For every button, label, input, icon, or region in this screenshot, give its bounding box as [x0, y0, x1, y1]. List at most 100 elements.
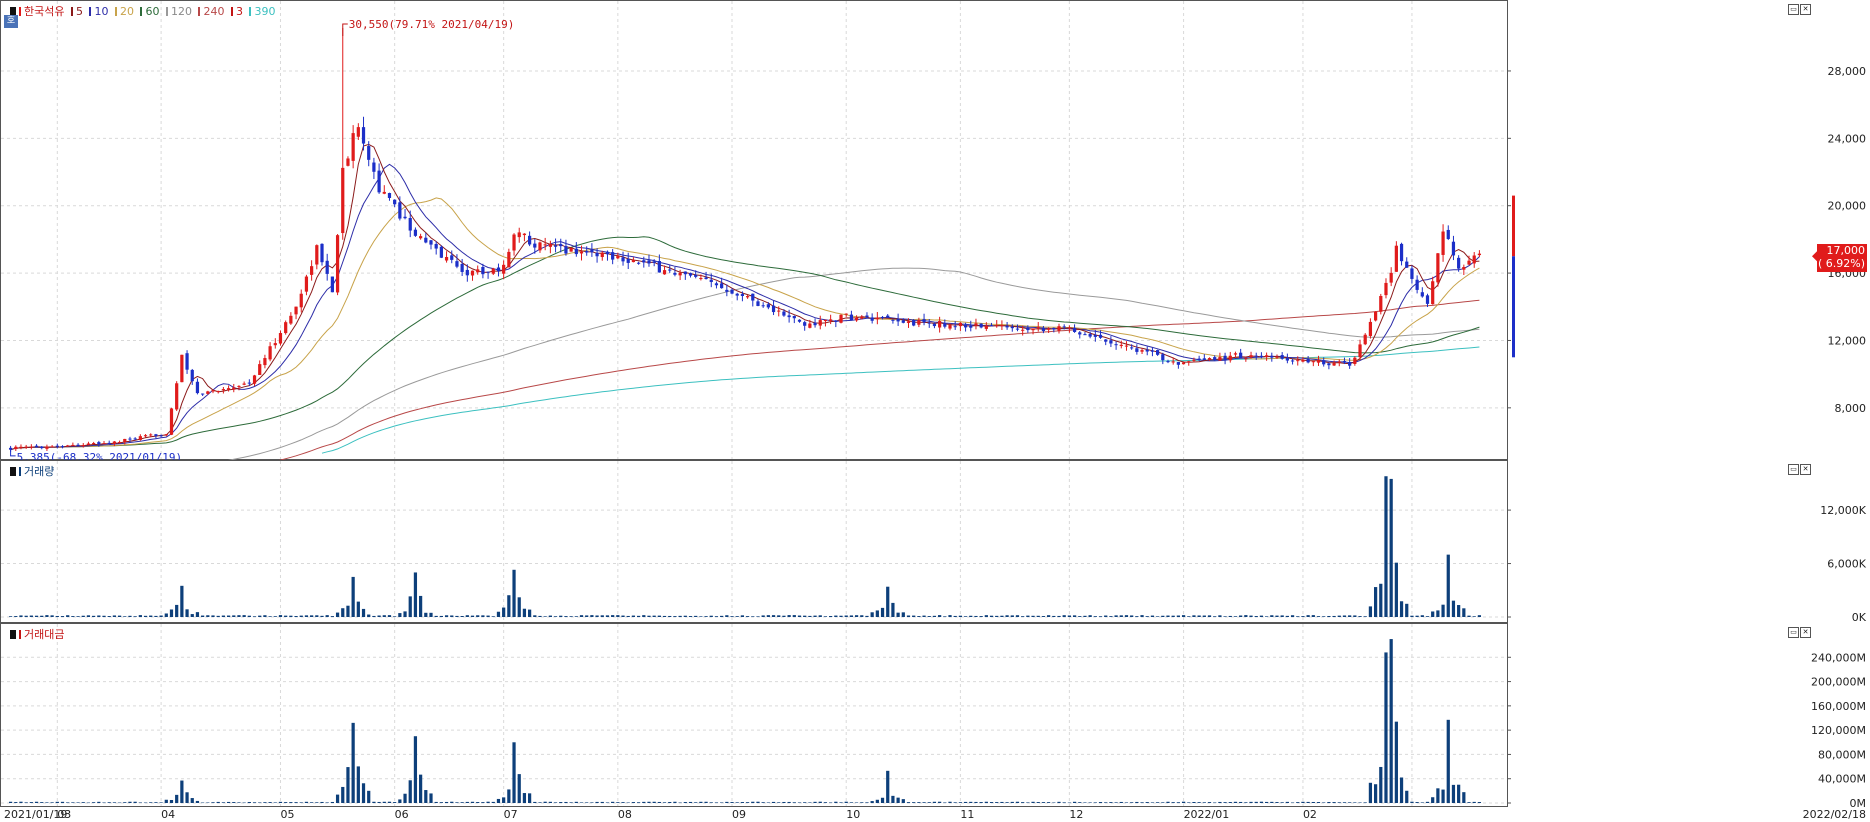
amount-bar — [569, 802, 573, 803]
amount-bar — [611, 801, 615, 803]
price-close-button[interactable]: ✕ — [1800, 4, 1811, 15]
candle-body — [782, 311, 786, 316]
candle-body — [154, 434, 158, 436]
candle-body — [1088, 334, 1092, 337]
candle-body — [1415, 279, 1419, 290]
volume-bar — [273, 616, 277, 617]
candle-body — [502, 264, 506, 274]
candle-body — [761, 305, 765, 307]
amount-bar — [834, 801, 838, 803]
volume-bar — [1015, 615, 1020, 617]
volume-bar — [823, 616, 828, 617]
amount-chart[interactable]: 0M 40,000M 80,000M 120,000M 160,000M 200,000M… — [0, 623, 1870, 807]
amount-tick-label: 200,000M — [1811, 676, 1866, 689]
price-chart[interactable]: 8,00012,00016,00020,00024,00028,00030,55… — [0, 0, 1870, 460]
candle-body — [1337, 361, 1341, 363]
ma390-label: 390 — [254, 5, 276, 18]
amount-bar — [901, 799, 905, 803]
amount-bar — [1036, 802, 1040, 803]
amount-bar — [647, 801, 651, 803]
candle-body — [528, 235, 532, 245]
amount-bar — [102, 802, 106, 804]
volume-bar — [1156, 616, 1160, 617]
candle-body — [995, 325, 999, 327]
volume-bar — [740, 615, 745, 617]
volume-bar — [1047, 615, 1051, 617]
candle-body — [1119, 344, 1123, 346]
amount-bar — [60, 801, 65, 803]
volume-bar — [875, 610, 879, 617]
volume-bar — [979, 616, 983, 617]
candle-body — [1259, 355, 1264, 358]
amount-bar — [1290, 802, 1295, 804]
volume-tick-label: 12,000K — [1820, 504, 1866, 517]
volume-bar — [574, 616, 578, 617]
amount-bar — [226, 801, 231, 803]
candle-body — [813, 322, 817, 326]
amount-bar — [1005, 802, 1009, 803]
candle-body — [829, 319, 833, 321]
candle-body — [117, 442, 122, 444]
candle-body — [1373, 311, 1378, 321]
amount-bar — [325, 802, 329, 803]
volume-bar — [917, 616, 921, 617]
candle-body — [507, 251, 511, 268]
candle-body — [242, 383, 246, 385]
price-minimize-button[interactable]: ▭ — [1788, 4, 1799, 15]
price-panel[interactable]: 8,000 12,000 16,000 20,000 24,000 28,000 30,55… — [0, 0, 1870, 460]
legend-marker — [10, 7, 16, 16]
volume-bar — [1187, 616, 1191, 617]
volume-bar — [844, 615, 848, 617]
volume-minimize-button[interactable]: ▭ — [1788, 464, 1799, 475]
candle-body — [1213, 357, 1217, 361]
volume-bar — [413, 572, 418, 617]
volume-close-button[interactable]: ✕ — [1800, 464, 1811, 475]
price-tick-label: 24,000 — [1828, 132, 1867, 145]
amount-bar — [242, 802, 246, 804]
candle-body — [304, 276, 309, 292]
amount-minimize-button[interactable]: ▭ — [1788, 627, 1799, 638]
high-annotation-leader — [342, 23, 348, 37]
volume-bar — [943, 616, 947, 617]
candle-body — [1124, 345, 1129, 347]
volume-chart[interactable]: 0K 6,000K 12,000K — [0, 460, 1870, 623]
low-annotation: 5,385(-68.32% 2021/01/19) — [17, 451, 183, 460]
volume-bar — [66, 615, 70, 617]
candle-body — [351, 133, 355, 161]
volume-tick-label: 0K — [1852, 611, 1867, 623]
volume-panel[interactable]: 0K 6,000K 12,000K 거래량 ▭ ✕ — [0, 460, 1870, 623]
candle-body — [1041, 328, 1046, 332]
volume-bar — [263, 615, 267, 617]
amount-bar — [963, 801, 968, 803]
amount-bar — [517, 774, 521, 803]
volume-plot-frame — [0, 460, 1508, 623]
ma5-indicator — [70, 7, 73, 16]
amount-panel[interactable]: 0M 40,000M 80,000M 120,000M 160,000M 200,000M… — [0, 623, 1870, 807]
volume-bar — [1425, 616, 1430, 617]
volume-bar — [792, 615, 796, 617]
candle-body — [631, 259, 636, 263]
candle-body — [1114, 344, 1118, 346]
candle-body — [252, 375, 257, 384]
hover-toggle-button[interactable]: 호 — [4, 15, 18, 28]
candle-body — [844, 313, 848, 315]
ma390-line — [321, 346, 1480, 454]
right-range-up — [1512, 195, 1515, 257]
volume-bar — [1306, 615, 1310, 617]
amount-bar — [1150, 802, 1155, 803]
amount-bar — [1353, 802, 1357, 803]
candle-body — [704, 277, 708, 280]
amount-bar — [938, 801, 942, 803]
candle-body — [1316, 359, 1321, 363]
amount-close-button[interactable]: ✕ — [1800, 627, 1811, 638]
amount-bar — [66, 802, 70, 803]
amount-bar — [34, 801, 39, 803]
amount-bar — [1322, 802, 1326, 803]
volume-bar — [40, 615, 44, 617]
amount-bar — [361, 783, 366, 803]
candle-body — [1187, 361, 1191, 363]
volume-bar — [1130, 615, 1134, 617]
candle-body — [735, 293, 739, 296]
x-tick-label: 03 — [57, 808, 71, 821]
volume-bar — [1052, 615, 1056, 617]
